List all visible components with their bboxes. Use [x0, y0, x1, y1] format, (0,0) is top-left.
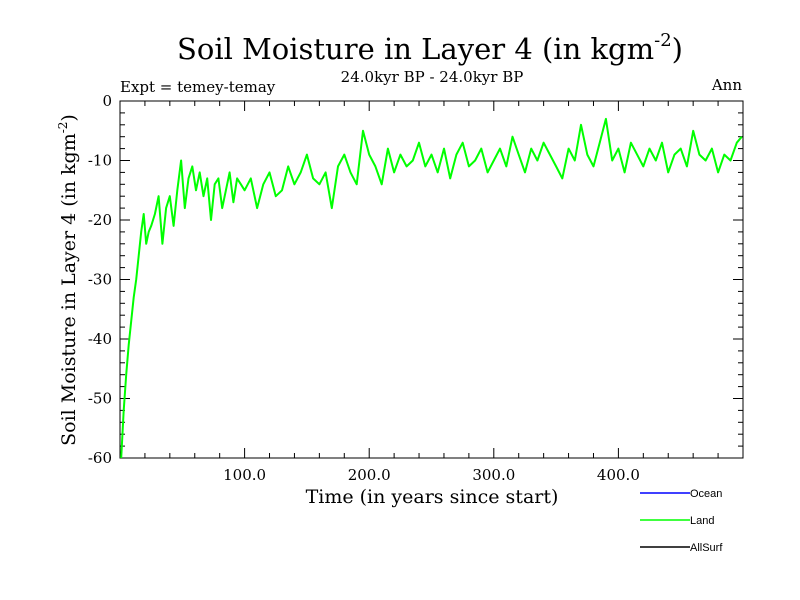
period-label: Ann	[711, 76, 742, 94]
expt-label: Expt = temey-temay	[120, 78, 276, 96]
y-tick-label: 0	[102, 92, 112, 110]
legend: Ocean Land AllSurf	[640, 488, 723, 554]
legend-label-allsurf: AllSurf	[690, 542, 723, 554]
chart-subtitle: 24.0kyr BP - 24.0kyr BP	[341, 68, 524, 86]
x-tick-label: 400.0	[597, 466, 640, 484]
axis-ticks: -60 -50 -40 -30 -20 -10 0 100.0 200.0 300.0 400.0	[88, 92, 743, 484]
x-tick-label: 100.0	[223, 466, 266, 484]
legend-label-ocean: Ocean	[690, 488, 722, 500]
x-axis-label: Time (in years since start)	[306, 486, 559, 508]
y-axis-label: Soil Moisture in Layer 4 (in kgm-2)	[56, 114, 80, 446]
x-tick-label: 200.0	[348, 466, 391, 484]
series-line-land	[120, 117, 743, 459]
legend-label-land: Land	[690, 515, 714, 527]
y-tick-label: -30	[88, 271, 112, 289]
y-tick-label: -10	[88, 152, 112, 170]
chart-title: Soil Moisture in Layer 4 (in kgm-2)	[177, 30, 683, 66]
y-tick-label: -60	[88, 449, 112, 467]
y-tick-label: -50	[88, 390, 112, 408]
y-tick-label: -20	[88, 211, 112, 229]
series-layer	[120, 117, 743, 459]
y-tick-label: -40	[88, 330, 112, 348]
x-tick-label: 300.0	[472, 466, 515, 484]
